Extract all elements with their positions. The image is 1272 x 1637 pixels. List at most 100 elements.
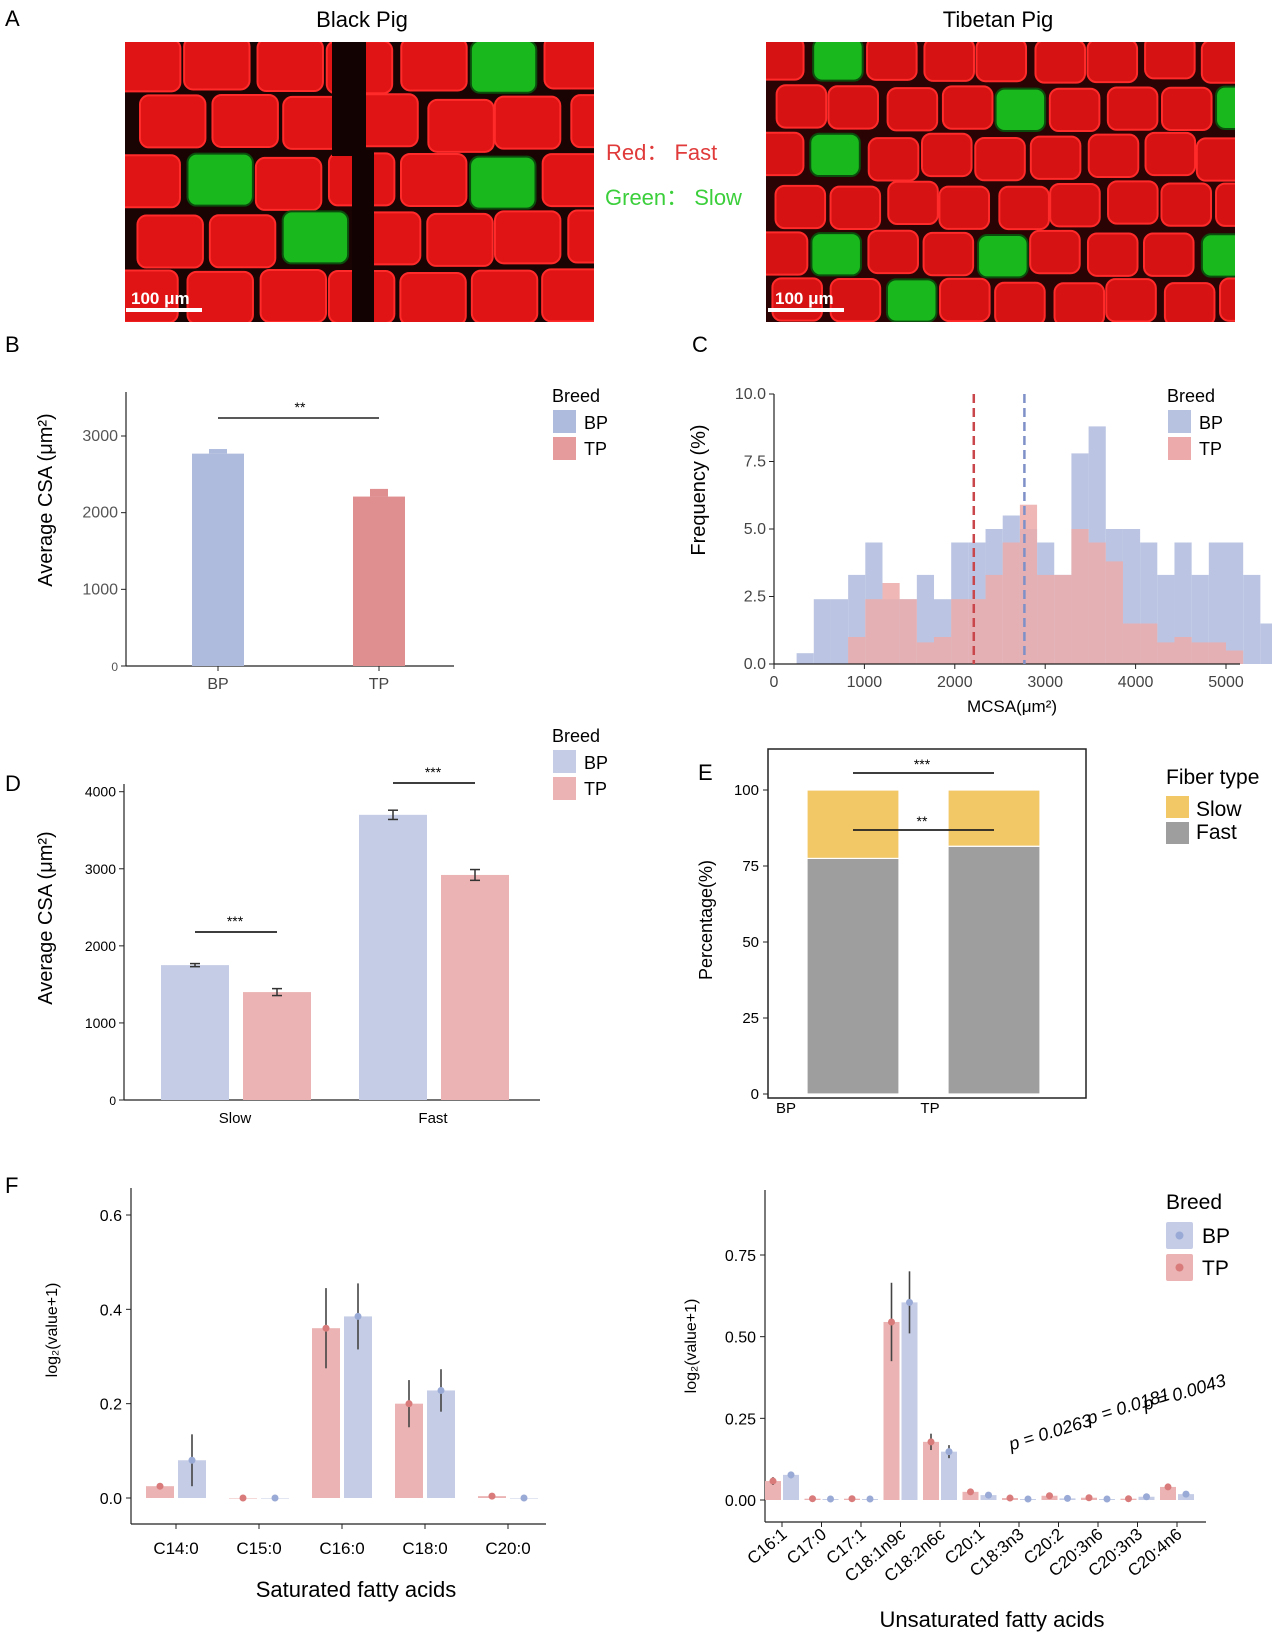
fast-fiber-cell [867, 137, 920, 182]
fast-fiber-cell [887, 180, 939, 226]
significance-label: ** [917, 813, 928, 829]
panel-d-chart: D Average CSA (μm²) 0 1000 2000 3000 4000 Sl… [5, 726, 608, 1127]
x-tick-label: 2000 [937, 674, 973, 691]
fast-fiber-cell [974, 136, 1026, 182]
fast-fiber-cell [1160, 182, 1213, 227]
y-tick-label: 3000 [82, 428, 118, 445]
legend-label-slow: Slow [1196, 798, 1242, 821]
mean-point-tp [927, 1438, 935, 1446]
fast-fiber-cell [400, 42, 468, 92]
slow-fiber-cell [186, 152, 254, 207]
mean-point-tp [239, 1494, 247, 1502]
hist-bar-tp [1122, 623, 1141, 664]
fast-fiber-cell [1142, 232, 1195, 277]
hist-bar-tp [1208, 642, 1226, 664]
fast-fiber-cell [541, 268, 594, 322]
hist-bar-bp [1243, 574, 1261, 664]
bar-bp-c18:2n6c [941, 1451, 957, 1500]
fast-fiber-cell [136, 214, 204, 269]
x-axis-label: MCSA(μm²) [967, 697, 1057, 716]
x-tick-label: 5000 [1208, 674, 1244, 691]
y-tick-label: 100 [734, 782, 759, 799]
legend-swatch-tp [1168, 437, 1191, 460]
slow-fiber-cell [469, 42, 538, 94]
legend: Breed BP TP [552, 726, 608, 800]
mean-point-tp [1125, 1495, 1132, 1503]
legend-label-bp: BP [584, 753, 608, 773]
fast-fiber-cell [766, 131, 805, 177]
y-tick-label: 3000 [85, 861, 116, 877]
mean-point-tp [1006, 1494, 1014, 1502]
significance-label: *** [914, 756, 931, 772]
fast-fiber-cell [975, 42, 1028, 83]
fast-fiber-cell [1086, 42, 1139, 84]
hist-bar-tp [1054, 574, 1072, 664]
y-axis-label: log₂(value+1) [44, 1283, 61, 1378]
mean-point-tp [809, 1495, 816, 1503]
mean-point-tp [888, 1318, 895, 1326]
mean-point-bp [906, 1298, 913, 1306]
slow-fiber-cell [977, 234, 1029, 279]
fast-fiber-cell [493, 210, 562, 265]
mean-point-bp [271, 1494, 279, 1502]
hist-bar-tp [1157, 642, 1175, 664]
fast-fiber-cell [921, 132, 973, 178]
hist-bar-bp [830, 599, 849, 664]
legend-title: Breed [1167, 386, 1215, 406]
mean-point-bp [1103, 1495, 1111, 1503]
fast-fiber-cell [775, 84, 828, 129]
tibetan-pig-micrograph: 100 μm [766, 42, 1235, 322]
panel-letter-a: A [5, 6, 20, 31]
hist-bar-tp [1105, 561, 1123, 664]
mean-point-tp [156, 1482, 164, 1490]
hist-bar-tp [934, 637, 952, 664]
mean-point-bp [437, 1386, 445, 1394]
legend-swatch-bp [553, 750, 576, 773]
x-tick-label: 1000 [847, 674, 883, 691]
legend: Breed BP TP [1166, 1191, 1230, 1281]
fast-fiber-cell [541, 153, 594, 208]
y-tick-label: 75 [742, 858, 759, 875]
fast-fiber-cell [766, 42, 805, 81]
bar-bp [192, 453, 244, 666]
hist-bar-tp [1071, 529, 1089, 664]
hist-bar-tp [985, 574, 1003, 664]
y-tick-label: 0 [751, 1086, 759, 1103]
legend-label-bp: BP [1202, 1225, 1230, 1248]
panel-b-chart: B Average CSA (μm²) 0 1000 2000 3000 BP TP *… [5, 332, 608, 693]
x-tick-label: C17:0 [783, 1525, 830, 1569]
y-tick-label: 0.4 [100, 1302, 122, 1319]
fast-fiber-cell [766, 231, 809, 276]
x-tick-label: C18:0 [402, 1539, 447, 1558]
plot-frame [767, 748, 1087, 1099]
significance-label: ** [295, 399, 306, 415]
hist-bar-tp [899, 599, 917, 664]
fast-fiber-cell [886, 87, 939, 132]
y-tick-label: 2000 [82, 505, 118, 522]
y-tick-label: 25 [742, 1010, 759, 1027]
legend-green-slow: Green： Slow [605, 185, 742, 210]
fast-fiber-cell [827, 85, 879, 130]
mean-point-bp [827, 1495, 834, 1503]
slow-fiber-cell [281, 210, 350, 265]
fast-fiber-cell [939, 277, 991, 322]
fast-fiber-cell [1087, 133, 1140, 178]
hist-bar-tp [1002, 542, 1020, 664]
legend-label-bp: BP [1199, 413, 1223, 433]
hist-bar-bp [1226, 542, 1244, 664]
black-pig-title: Black Pig [316, 7, 408, 32]
hist-bar-tp [1174, 637, 1192, 664]
hist-bar-bp [1260, 623, 1272, 664]
bar-segment-fast-bp [806, 857, 900, 1095]
black-pig-micrograph: 100 μm [125, 42, 594, 322]
bar-tp-c20:4n6 [1160, 1486, 1176, 1500]
legend-red-fast: Red： Fast [606, 140, 717, 165]
y-tick-label: 0.00 [725, 1493, 756, 1510]
panel-letter-c: C [692, 332, 708, 357]
hist-bar-bp [1157, 574, 1175, 664]
hist-bar-tp [1037, 574, 1055, 664]
y-tick-label: 4000 [85, 784, 116, 800]
fast-fiber-cell [922, 231, 975, 277]
slow-fiber-cell [994, 87, 1047, 133]
bar-tp-c18:2n6c [923, 1441, 939, 1500]
